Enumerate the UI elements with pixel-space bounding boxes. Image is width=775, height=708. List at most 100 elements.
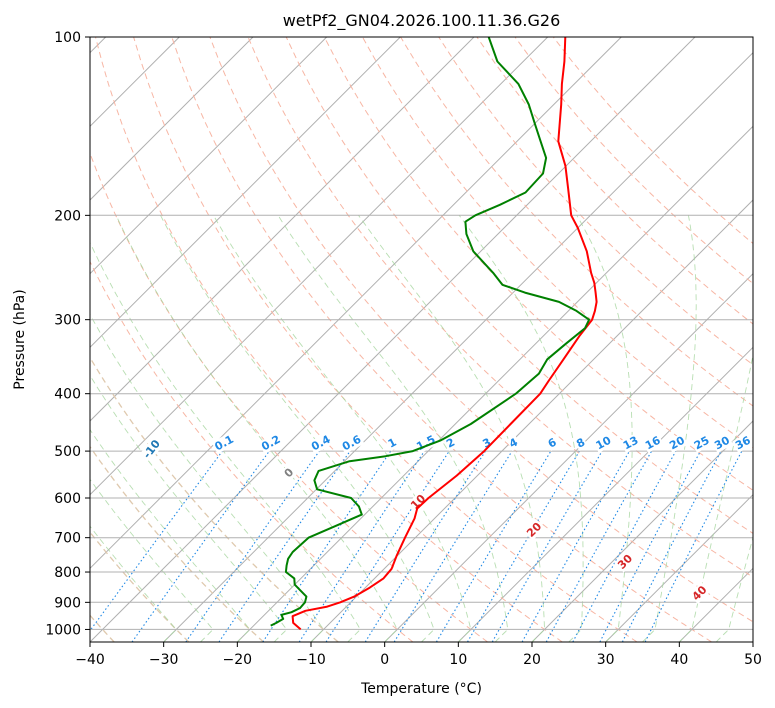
y-tick-label: 100 bbox=[54, 30, 81, 46]
label-background bbox=[384, 435, 400, 452]
moist-adiabat-line bbox=[90, 313, 325, 642]
mixing-ratio-line bbox=[90, 450, 223, 632]
x-tick-label: −20 bbox=[223, 652, 253, 668]
mixing-ratio-line bbox=[298, 450, 425, 642]
y-tick-label: 900 bbox=[54, 595, 81, 611]
isotherm-line bbox=[90, 37, 549, 496]
mixing-ratio-line bbox=[325, 450, 450, 642]
dry-adiabat-line bbox=[209, 37, 753, 623]
dry-adiabat-line bbox=[90, 445, 264, 642]
isotherm-line bbox=[163, 51, 753, 642]
y-tick-label: 800 bbox=[54, 565, 81, 581]
moist-adiabat-line bbox=[576, 215, 633, 642]
isotherm-line bbox=[531, 420, 753, 642]
y-tick-label: 600 bbox=[54, 491, 81, 507]
mixing-ratio-label: 16 bbox=[643, 434, 663, 453]
x-tick-label: −40 bbox=[75, 652, 105, 668]
x-tick-label: 30 bbox=[597, 652, 615, 668]
x-tick-label: 20 bbox=[523, 652, 541, 668]
label-background bbox=[688, 582, 711, 604]
label-background bbox=[506, 434, 522, 452]
mixing-ratio-line bbox=[185, 450, 320, 642]
mixing-ratio-label: 36 bbox=[733, 434, 753, 453]
isotherm-line bbox=[90, 37, 254, 201]
dry-adiabat-line bbox=[247, 37, 753, 578]
mixing-ratio-line bbox=[393, 450, 513, 642]
moist-adiabat-line bbox=[642, 215, 697, 642]
label-background bbox=[339, 432, 365, 454]
y-axis-label: Pressure (hPa) bbox=[12, 289, 28, 389]
y-tick-label: 700 bbox=[54, 531, 81, 547]
moist-adiabat-line bbox=[90, 374, 288, 642]
mixing-ratio-line bbox=[545, 450, 653, 642]
label-background bbox=[642, 433, 664, 453]
label-background bbox=[732, 433, 753, 453]
isotherm-line bbox=[90, 37, 475, 422]
label-background bbox=[592, 433, 615, 453]
label-background bbox=[620, 433, 642, 453]
mixing-ratio-label: 25 bbox=[692, 434, 712, 453]
x-tick-label: 50 bbox=[744, 652, 762, 668]
moist-adiabat-line bbox=[90, 428, 251, 642]
label-background bbox=[666, 433, 689, 453]
dry-adiabat-line bbox=[476, 37, 753, 325]
label-background bbox=[479, 435, 495, 452]
label-background bbox=[258, 432, 284, 454]
label-background bbox=[308, 432, 334, 454]
moist-adiabat-line bbox=[90, 478, 214, 642]
mixing-ratio-line bbox=[644, 450, 743, 642]
moist-adiabat-line bbox=[358, 215, 546, 642]
mixing-ratio-label: 13 bbox=[621, 434, 641, 453]
mixing-ratio-line bbox=[521, 450, 630, 642]
mixing-ratio-line bbox=[131, 450, 270, 642]
moist-adiabat-line bbox=[90, 241, 361, 642]
label-background bbox=[139, 436, 164, 462]
mixing-ratio-line bbox=[218, 450, 351, 642]
isotherm-line bbox=[90, 37, 696, 642]
label-background bbox=[544, 434, 560, 452]
label-background bbox=[614, 550, 637, 573]
dry-adiabat-line bbox=[90, 260, 414, 642]
dry-adiabat-line bbox=[133, 37, 638, 642]
x-tick-label: −10 bbox=[296, 652, 326, 668]
y-tick-label: 200 bbox=[54, 208, 81, 224]
plot-frame bbox=[89, 36, 754, 643]
isotherm-line bbox=[384, 272, 753, 642]
dry-adiabat-line bbox=[171, 37, 712, 642]
dewpoint-profile-line bbox=[270, 37, 591, 627]
moist-adiabat-line bbox=[277, 215, 509, 642]
x-tick-label: 40 bbox=[670, 652, 688, 668]
moist-adiabat-line bbox=[458, 215, 584, 642]
dry-adiabat-line bbox=[90, 356, 339, 642]
label-background bbox=[211, 432, 237, 454]
label-background bbox=[523, 518, 546, 541]
label-background bbox=[691, 433, 713, 453]
y-tick-label: 300 bbox=[54, 313, 81, 329]
y-tick-label: 400 bbox=[54, 387, 81, 403]
x-tick-label: −30 bbox=[149, 652, 179, 668]
temperature-profile-line bbox=[291, 37, 598, 631]
isotherm-line bbox=[90, 37, 328, 275]
y-tick-label: 1000 bbox=[45, 622, 81, 638]
mixing-ratio-label: 10 bbox=[594, 434, 614, 453]
moist-adiabat-line bbox=[160, 215, 435, 642]
mixing-ratio-label: 30 bbox=[712, 434, 732, 453]
dry-adiabat-line bbox=[514, 37, 753, 285]
isotherm-line bbox=[90, 37, 401, 349]
isotherm-line bbox=[605, 493, 753, 642]
mixing-ratio-line bbox=[572, 450, 677, 642]
label-background bbox=[443, 435, 459, 452]
label-background bbox=[711, 433, 734, 453]
mixing-ratio-label: 20 bbox=[667, 434, 687, 453]
mixing-ratio-line bbox=[262, 450, 392, 642]
dry-adiabat-line bbox=[285, 37, 753, 535]
label-background bbox=[573, 435, 589, 452]
dry-adiabat-line bbox=[95, 37, 563, 642]
label-background bbox=[280, 464, 298, 481]
plot-area: 0.10.20.40.611.52346810131620253036-100-… bbox=[90, 37, 753, 642]
dry-adiabat-line bbox=[323, 37, 753, 491]
x-tick-label: 10 bbox=[449, 652, 467, 668]
x-axis-label: Temperature (°C) bbox=[360, 681, 482, 697]
x-tick-label: 0 bbox=[380, 652, 389, 668]
